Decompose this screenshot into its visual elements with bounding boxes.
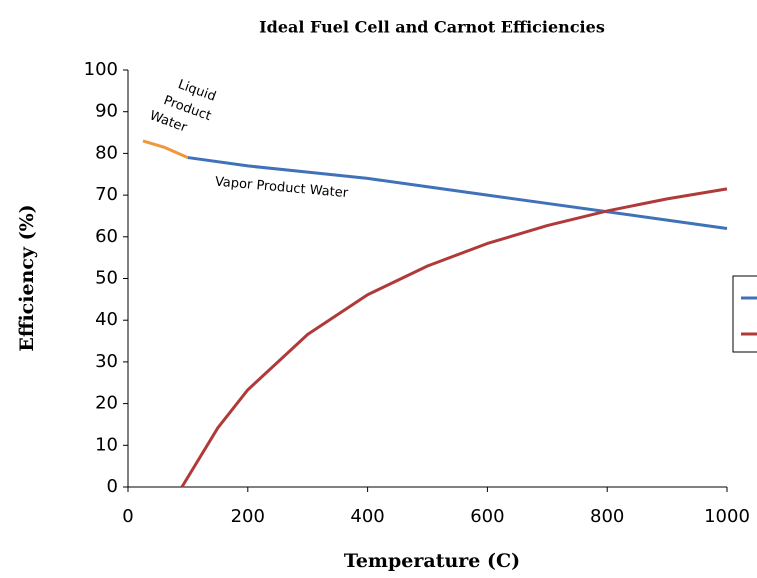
x-axis-label: Temperature (C) — [344, 550, 520, 572]
y-tick-label: 50 — [95, 268, 118, 289]
y-tick-label: 70 — [95, 184, 118, 205]
legend-box — [732, 275, 757, 353]
x-tick-label: 1000 — [704, 506, 750, 527]
line — [142, 139, 189, 159]
y-tick-label: 0 — [107, 476, 118, 497]
y-tick-label: 80 — [95, 142, 118, 163]
y-tick-label: 100 — [84, 59, 118, 80]
y-tick-label: 60 — [95, 226, 118, 247]
liquid-annotation: Liquid Product Water — [147, 77, 217, 136]
y-tick-label: 40 — [95, 309, 118, 330]
y-tick-label: 20 — [95, 393, 118, 414]
x-tick-label: 200 — [231, 506, 265, 527]
x-tick-label: 800 — [590, 506, 624, 527]
chart-title: Ideal Fuel Cell and Carnot Efficiencies — [259, 18, 605, 37]
y-tick-label: 30 — [95, 351, 118, 372]
annotation: Vapor Product Water — [214, 175, 349, 202]
y-tick-label: 10 — [95, 434, 118, 455]
x-tick-label: 0 — [122, 506, 133, 527]
line — [180, 187, 728, 488]
x-tick-label: 400 — [350, 506, 384, 527]
y-axis-label: Efficiency (%) — [16, 204, 38, 351]
x-tick-label: 600 — [470, 506, 504, 527]
y-tick-label: 90 — [95, 101, 118, 122]
line — [187, 156, 728, 230]
